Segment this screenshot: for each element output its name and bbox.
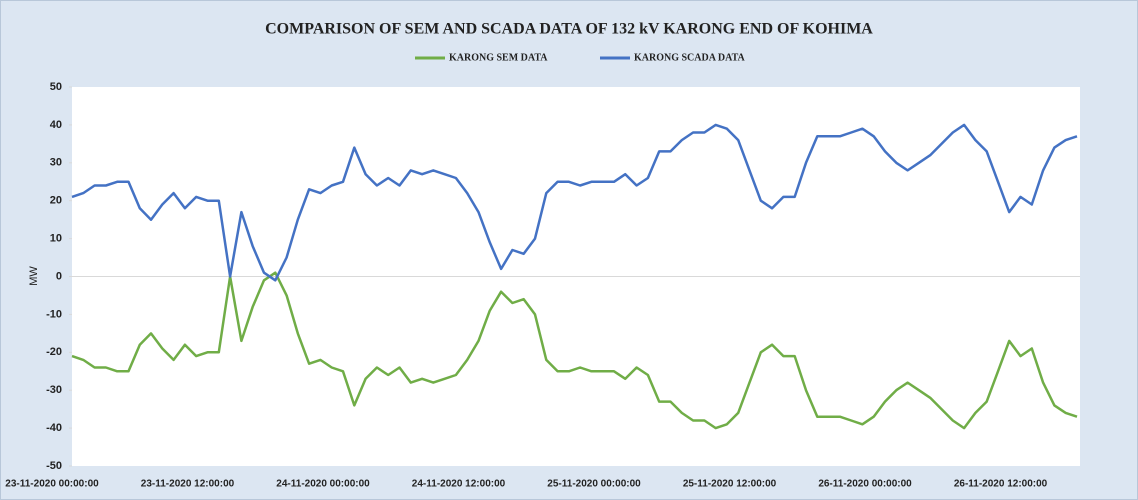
series-line [71,123,1078,282]
x-tick-label: 25-11-2020 00:00:00 [547,479,641,490]
x-tick-label: 26-11-2020 00:00:00 [818,479,912,490]
y-tick-label: 40 [50,119,62,131]
series-line [71,271,1078,430]
y-tick-label: 0 [56,270,62,282]
y-tick-label: 10 [50,233,62,245]
y-tick-label: -40 [46,422,62,434]
x-tick-label: 25-11-2020 12:00:00 [683,479,777,490]
legend-label: KARONG SEM DATA [449,52,548,63]
y-tick-label: 50 [50,81,62,93]
legend-label: KARONG SCADA DATA [634,52,746,63]
x-tick-label: 23-11-2020 12:00:00 [141,479,235,490]
y-tick-label: -20 [46,346,62,358]
chart-title: COMPARISON OF SEM AND SCADA DATA OF 132 … [265,21,873,38]
x-tick-label: 23-11-2020 00:00:00 [5,479,99,490]
x-tick-label: 26-11-2020 12:00:00 [954,479,1048,490]
y-tick-label: -10 [46,308,62,320]
x-tick-label: 24-11-2020 12:00:00 [412,479,506,490]
y-tick-label: 20 [50,195,62,207]
y-tick-label: -50 [46,460,62,472]
y-tick-label: 30 [50,157,62,169]
x-tick-label: 24-11-2020 00:00:00 [276,479,370,490]
y-axis-label: MW [28,266,40,286]
y-tick-label: -30 [46,384,62,396]
